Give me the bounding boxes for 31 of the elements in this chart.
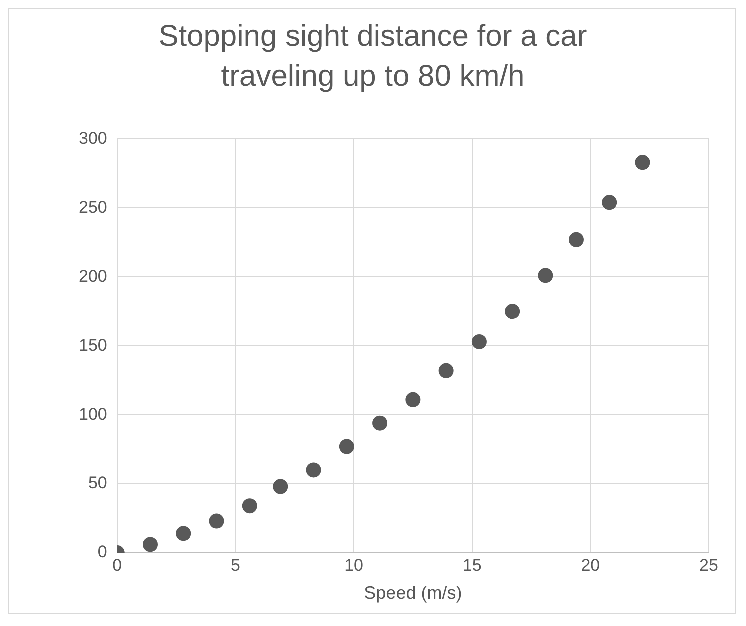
y-tick-label: 50 (88, 474, 108, 493)
x-tick-label: 10 (344, 556, 364, 575)
point (242, 498, 258, 514)
point (306, 462, 322, 478)
point (635, 155, 650, 170)
x-tick-label: 20 (581, 556, 600, 575)
point (209, 514, 224, 529)
y-tick-label: 0 (98, 542, 108, 562)
point (176, 526, 192, 542)
point (568, 232, 584, 248)
point (339, 439, 354, 454)
chart-title: Stopping sight distance for a car traveling up to 80 km/h (158, 19, 588, 95)
x-axis-title: Speed (m/s) (364, 583, 462, 604)
x-tick-label: 0 (112, 556, 122, 575)
point (142, 537, 158, 552)
point (538, 268, 554, 284)
x-tick-label: 25 (700, 556, 718, 575)
y-tick-label: 150 (78, 336, 108, 355)
y-tick-label: 200 (78, 266, 108, 286)
point (273, 479, 288, 494)
point (406, 392, 421, 408)
y-tick-label: 300 (78, 128, 108, 148)
point (438, 363, 454, 378)
x-tick-label: 5 (230, 556, 240, 575)
point (372, 416, 388, 431)
y-tick-label: 250 (78, 198, 108, 217)
point (472, 334, 487, 350)
point (505, 304, 520, 320)
y-tick-label: 100 (78, 404, 108, 424)
x-tick-label: 15 (462, 556, 482, 575)
point (602, 195, 618, 210)
